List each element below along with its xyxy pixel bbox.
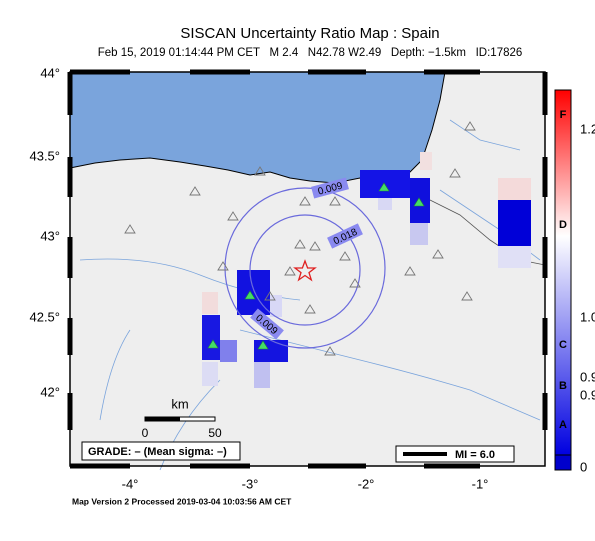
lat-label: 42°: [40, 384, 60, 399]
lon-label: -4°: [122, 476, 139, 491]
subtitle: Feb 15, 2019 01:14:44 PM CET M 2.4 N42.7…: [98, 47, 523, 59]
lat-labels: 44° 43.5° 43° 42.5° 42°: [29, 65, 60, 399]
lon-labels: -4° -3° -2° -1°: [122, 476, 489, 491]
colorbar-label: 1.0: [580, 309, 595, 324]
grade-letter: D: [559, 219, 567, 231]
contour-label-box: [311, 177, 349, 199]
lon-label: -2°: [358, 476, 375, 491]
title: SISCAN Uncertainty Ratio Map : Spain: [180, 25, 439, 42]
grade-box: [81, 441, 241, 461]
contours: [224, 187, 386, 349]
lat-label: 42.5°: [29, 309, 60, 324]
lon-label: -1°: [472, 476, 489, 491]
scale-unit: km: [171, 396, 188, 411]
intensity: MI = 6.0: [455, 449, 495, 461]
epicenter: [293, 259, 317, 282]
colorbar: F D C B A 1.2 1.0 0.9 0.9 0: [554, 89, 595, 474]
frame-ticks: [67, 69, 548, 469]
grade-letter: A: [559, 419, 567, 431]
stations: [124, 121, 476, 356]
grade-letter: B: [559, 380, 567, 392]
lat-label: 43.5°: [29, 148, 60, 163]
grade-letter: C: [559, 339, 567, 351]
grade: GRADE: – (Mean sigma: –): [88, 446, 227, 458]
grade-letter: F: [560, 109, 567, 121]
colorbar-label: 1.2: [580, 121, 595, 136]
contour-label-box: [327, 223, 363, 249]
sea: [69, 71, 446, 184]
colorbar-base: [554, 454, 572, 471]
colorbar-scale: [554, 89, 572, 456]
intensity-box: [395, 445, 515, 463]
stations-used: [207, 182, 425, 350]
grid-cells: [202, 152, 531, 388]
colorbar-label: 0: [580, 459, 587, 474]
colorbar-label: 0.9: [580, 387, 595, 402]
map-area: 0.009 0.018 0.009 km 0 50 GRADE: – (Mean…: [67, 69, 548, 471]
colorbar-label: 0.9: [580, 369, 595, 384]
lon-label: -3°: [242, 476, 259, 491]
scale-start: 0: [142, 426, 149, 440]
footer: Map Version 2 Processed 2019-03-04 10:03…: [72, 496, 292, 506]
lat-label: 44°: [40, 65, 60, 80]
contour-label-box: [250, 308, 284, 340]
lat-label: 43°: [40, 228, 60, 243]
scale-bar: km 0 50: [142, 396, 222, 440]
scale-end: 50: [208, 426, 222, 440]
